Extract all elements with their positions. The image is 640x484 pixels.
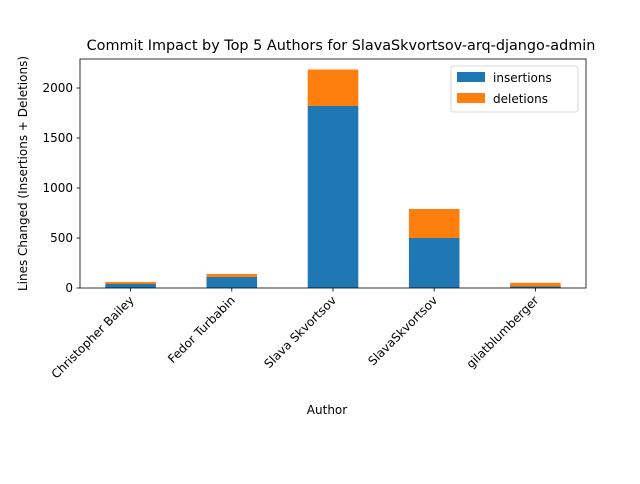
bar-insertions-3 — [408, 238, 460, 288]
y-axis-label: Lines Changed (Insertions + Deletions) — [16, 56, 30, 291]
bar-insertions-0 — [105, 284, 156, 288]
bar-deletions-2 — [307, 69, 359, 106]
bar-insertions-4 — [510, 286, 561, 288]
y-tick-label-3: 1500 — [42, 131, 73, 145]
x-tick-label-4: gilatblumberger — [464, 293, 542, 371]
legend: insertions deletions — [450, 65, 579, 113]
x-tick-label-1: Fedor Turbabin — [165, 293, 238, 366]
bar-insertions-2 — [307, 106, 359, 288]
x-tick-label-0: Christopher Bailey — [49, 293, 137, 381]
x-axis-label: Author — [307, 403, 347, 417]
bar-deletions-0 — [105, 282, 156, 284]
legend-label-deletions: deletions — [493, 92, 548, 106]
y-tick-label-4: 2000 — [42, 81, 73, 95]
legend-label-insertions: insertions — [493, 71, 552, 85]
x-tick-label-2: Slava Skvortsov — [261, 293, 339, 371]
legend-swatch-insertions — [457, 72, 485, 82]
chart-title: Commit Impact by Top 5 Authors for Slava… — [87, 38, 596, 54]
bar-deletions-1 — [206, 274, 258, 277]
legend-swatch-deletions — [457, 93, 485, 103]
bar-deletions-3 — [408, 209, 460, 238]
bar-deletions-4 — [510, 282, 561, 287]
y-tick-label-0: 0 — [65, 281, 73, 295]
y-tick-label-2: 1000 — [42, 181, 73, 195]
bars-layer — [105, 69, 561, 288]
x-tick-label-3: SlavaSkvortsov — [365, 293, 440, 368]
y-tick-label-1: 500 — [50, 231, 73, 245]
bar-insertions-1 — [206, 277, 258, 288]
